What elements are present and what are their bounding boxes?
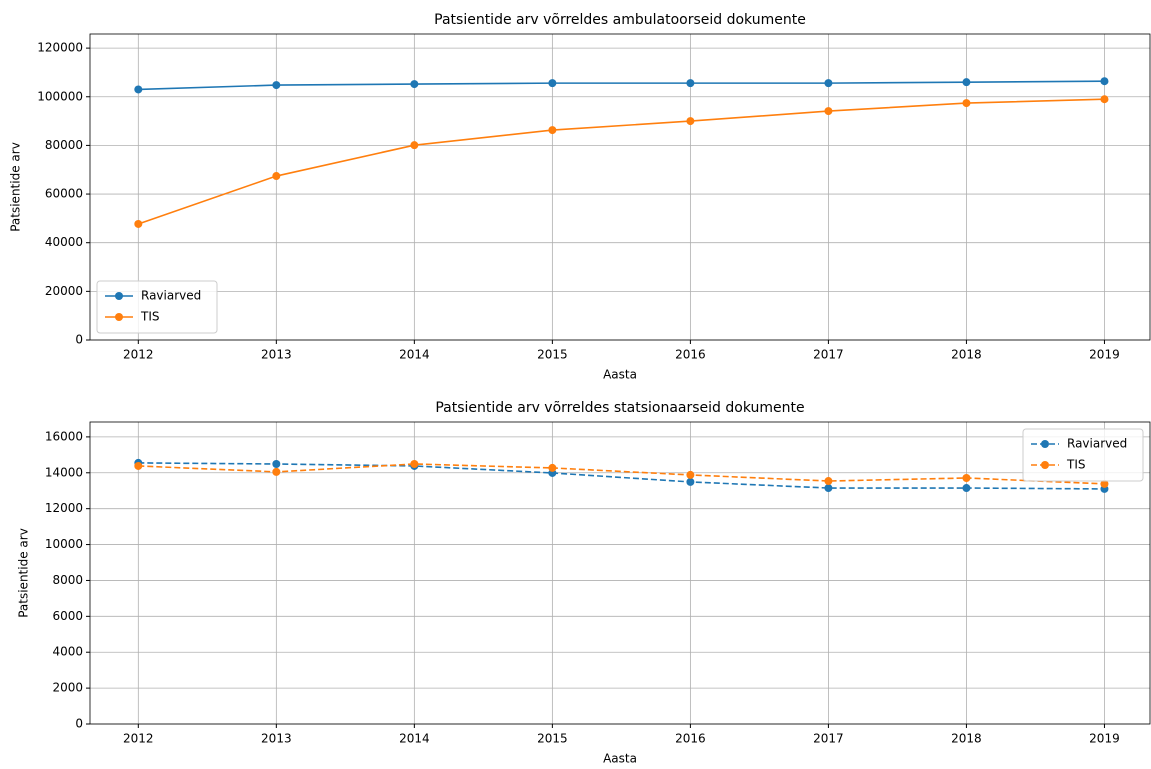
point: [962, 78, 971, 87]
chart-title: Patsientide arv võrreldes ambulatoorseid…: [434, 12, 806, 28]
y-tick-label: 40000: [45, 235, 83, 249]
y-tick-label: 20000: [45, 284, 83, 298]
legend-label: Raviarved: [1067, 437, 1127, 451]
series-line: [138, 98, 1105, 225]
y-tick-label: 8000: [52, 573, 83, 587]
point: [410, 141, 419, 150]
point: [824, 79, 833, 88]
legend-marker: [1041, 440, 1049, 448]
point: [686, 470, 695, 479]
point: [824, 107, 833, 116]
x-tick-label: 2018: [951, 732, 982, 746]
y-tick-label: 120000: [37, 41, 83, 55]
x-tick-label: 2012: [123, 732, 154, 746]
point: [962, 473, 971, 482]
plot-frame: [89, 33, 1151, 341]
x-tick-label: 2015: [537, 348, 568, 362]
y-tick-label: 4000: [52, 645, 83, 659]
x-tick-label: 2018: [951, 348, 982, 362]
x-tick-label: 2019: [1089, 732, 1120, 746]
x-tick-label: 2017: [813, 732, 844, 746]
x-tick-label: 2013: [261, 732, 292, 746]
y-tick-label: 60000: [45, 187, 83, 201]
x-axis-label: Aasta: [603, 752, 637, 766]
point: [272, 172, 281, 181]
point: [410, 80, 419, 89]
legend-label: Raviarved: [141, 289, 201, 303]
x-tick-label: 2014: [399, 348, 430, 362]
point: [1100, 77, 1109, 86]
point: [1100, 479, 1109, 488]
series-line: [138, 463, 1105, 485]
legend-frame: [1022, 428, 1144, 482]
point: [962, 99, 971, 108]
x-tick-label: 2013: [261, 348, 292, 362]
point: [272, 467, 281, 476]
point: [134, 461, 143, 470]
x-tick-label: 2014: [399, 732, 430, 746]
y-tick-label: 100000: [37, 89, 83, 103]
point: [686, 117, 695, 126]
point: [962, 484, 971, 493]
y-tick-label: 10000: [45, 537, 83, 551]
legend: Raviarved TIS: [96, 280, 218, 334]
y-axis-label: Patsientide arv: [9, 142, 23, 232]
point: [134, 85, 143, 94]
y-tick-label: 16000: [45, 429, 83, 443]
x-axis-label: Aasta: [603, 368, 637, 382]
y-tick-label: 12000: [45, 501, 83, 515]
point: [272, 81, 281, 90]
y-tick-label: 0: [75, 333, 83, 347]
point: [548, 463, 557, 472]
legend-marker: [115, 313, 123, 321]
y-axis-label: Patsientide arv: [17, 528, 31, 618]
legend-label: TIS: [1066, 458, 1086, 472]
x-tick-label: 2019: [1089, 348, 1120, 362]
x-tick-label: 2016: [675, 732, 706, 746]
x-tick-label: 2012: [123, 348, 154, 362]
legend-marker: [1041, 461, 1049, 469]
y-tick-label: 14000: [45, 465, 83, 479]
plot-frame: [89, 421, 1151, 725]
point: [272, 459, 281, 468]
y-tick-label: 0: [75, 717, 83, 731]
point: [548, 79, 557, 88]
legend-label: TIS: [140, 310, 160, 324]
point: [824, 484, 833, 493]
point: [1100, 95, 1109, 104]
x-tick-label: 2016: [675, 348, 706, 362]
point: [686, 477, 695, 486]
point: [824, 477, 833, 486]
series-line: [138, 462, 1105, 490]
series-line: [138, 80, 1105, 91]
legend: Raviarved TIS: [1022, 428, 1144, 482]
x-tick-label: 2015: [537, 732, 568, 746]
legend-marker: [115, 292, 123, 300]
plot: 0 2000 4000 6000 8000 10000 12000 14000 16000 201…: [17, 400, 1151, 766]
y-tick-label: 6000: [52, 609, 83, 623]
point: [686, 79, 695, 88]
point: [134, 219, 143, 228]
x-tick-label: 2017: [813, 348, 844, 362]
y-tick-label: 80000: [45, 138, 83, 152]
point: [410, 459, 419, 468]
y-tick-label: 2000: [52, 681, 83, 695]
chart-title: Patsientide arv võrreldes statsionaarsei…: [435, 400, 804, 416]
plot: 0 20000 40000 60000 80000 100000 120000 2012 201…: [9, 12, 1151, 382]
point: [548, 126, 557, 135]
legend-frame: [96, 280, 218, 334]
